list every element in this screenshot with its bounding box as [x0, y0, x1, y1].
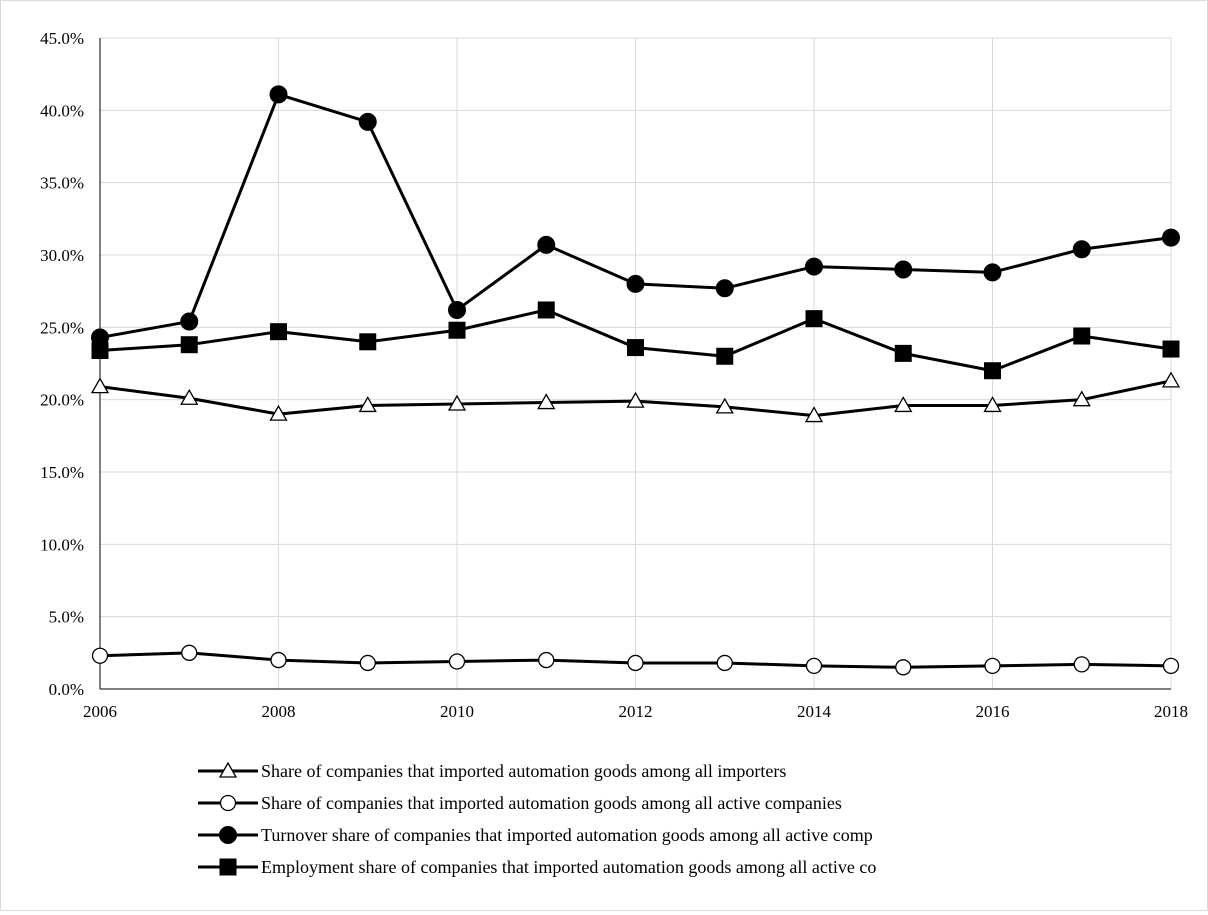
data-point: [270, 323, 287, 341]
x-tick-label: 2018: [1154, 702, 1188, 721]
y-tick-label: 20.0%: [40, 391, 84, 410]
data-point: [181, 644, 198, 661]
data-point: [1162, 228, 1180, 247]
data-point: [1073, 656, 1090, 673]
data-point: [90, 377, 110, 394]
data-point: [1161, 371, 1181, 388]
data-point: [805, 657, 823, 675]
legend-label: Share of companies that imported automat…: [261, 761, 786, 781]
data-point: [716, 654, 733, 672]
data-point: [269, 404, 288, 421]
x-tick-label: 2006: [83, 702, 117, 721]
y-tick-label: 10.0%: [40, 535, 84, 554]
data-point: [626, 274, 645, 293]
series-1: [90, 371, 1181, 423]
data-point: [804, 406, 824, 423]
legend-marker: [219, 858, 237, 876]
data-point: [180, 336, 198, 354]
data-point: [1162, 657, 1180, 675]
data-point: [180, 388, 199, 405]
data-point: [894, 344, 912, 362]
legend-marker: [218, 761, 238, 778]
y-tick-label: 40.0%: [40, 101, 84, 120]
x-tick-label: 2016: [976, 702, 1010, 721]
y-tick-label: 45.0%: [40, 29, 84, 48]
x-tick-label: 2010: [440, 702, 474, 721]
legend-marker: [219, 826, 237, 844]
data-point: [627, 339, 644, 357]
data-point: [1072, 240, 1091, 259]
data-point: [180, 312, 199, 331]
data-point: [627, 654, 644, 672]
data-point: [537, 393, 556, 410]
data-point: [626, 391, 645, 408]
data-point: [805, 310, 823, 328]
y-tick-label: 25.0%: [40, 318, 84, 337]
data-point: [1072, 390, 1091, 407]
legend-label: Share of companies that imported automat…: [261, 793, 842, 813]
series-4: [91, 301, 1180, 380]
data-point: [447, 394, 467, 411]
data-point: [715, 397, 734, 414]
legend-item-1: Share of companies that imported automat…: [198, 761, 786, 781]
data-point: [1073, 327, 1091, 345]
data-point: [715, 279, 734, 298]
data-point: [91, 647, 109, 664]
data-point: [894, 396, 913, 413]
data-point: [537, 235, 556, 254]
data-point: [358, 396, 377, 413]
data-point: [448, 300, 466, 319]
legend-item-4: Employment share of companies that impor…: [198, 857, 876, 877]
data-point: [983, 263, 1002, 282]
y-tick-label: 15.0%: [40, 463, 84, 482]
y-tick-label: 0.0%: [49, 680, 84, 699]
series-3: [91, 85, 1180, 347]
data-point: [984, 657, 1001, 675]
data-point: [538, 651, 555, 669]
data-point: [984, 362, 1001, 380]
series-2: [91, 644, 1180, 676]
legend-item-3: Turnover share of companies that importe…: [198, 825, 873, 845]
data-point: [359, 333, 377, 351]
data-point: [359, 654, 376, 672]
data-point: [895, 659, 912, 676]
data-point: [91, 341, 109, 359]
tick-labels: 0.0% 5.0% 10.0% 15.0% 20.0% 25.0% 30.0% 35.0% 40…: [40, 29, 1188, 721]
legend-label: Turnover share of companies that importe…: [261, 825, 873, 845]
data-point: [270, 651, 287, 669]
y-tick-label: 5.0%: [49, 608, 84, 627]
x-tick-label: 2008: [262, 702, 296, 721]
series-lines: [90, 85, 1181, 676]
axes: [99, 38, 1171, 690]
legend-label: Employment share of companies that impor…: [261, 857, 876, 877]
data-point: [716, 347, 734, 365]
data-point: [537, 301, 555, 319]
data-point: [1162, 340, 1180, 358]
legend: Share of companies that imported automat…: [198, 761, 876, 877]
x-tick-label: 2012: [619, 702, 653, 721]
data-point: [805, 257, 823, 276]
legend-marker: [219, 794, 237, 812]
data-point: [983, 396, 1002, 413]
data-point: [448, 653, 466, 670]
legend-item-2: Share of companies that imported automat…: [198, 793, 842, 813]
data-point: [894, 260, 913, 279]
data-point: [269, 85, 288, 104]
data-point: [448, 321, 466, 339]
y-tick-label: 30.0%: [40, 246, 84, 265]
data-point: [358, 112, 377, 131]
x-tick-label: 2014: [797, 702, 832, 721]
y-tick-label: 35.0%: [40, 174, 84, 193]
